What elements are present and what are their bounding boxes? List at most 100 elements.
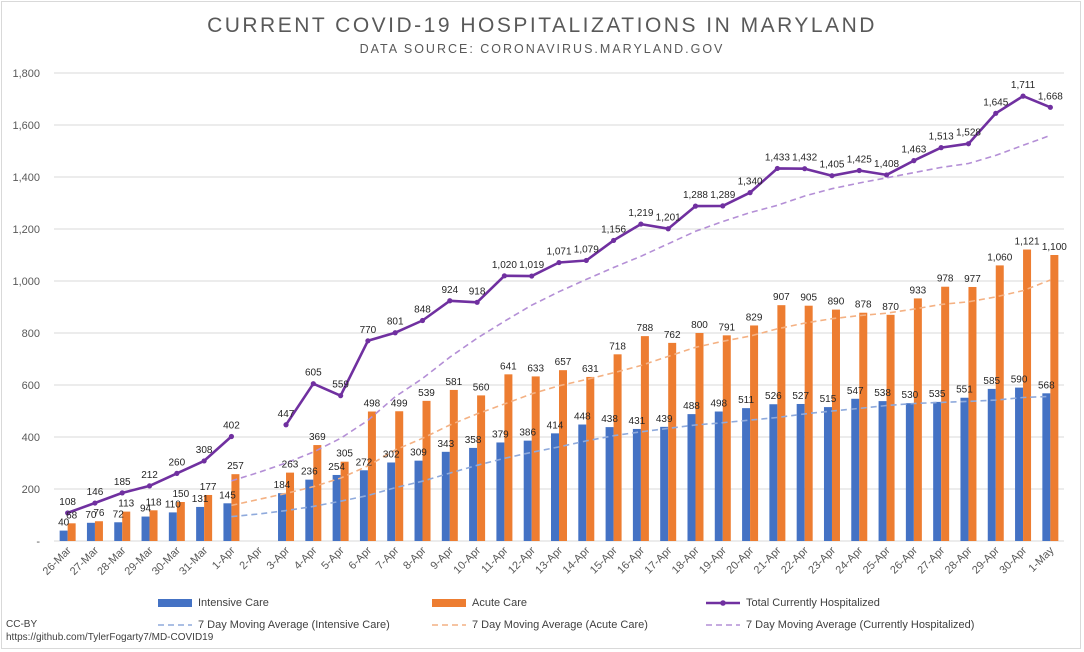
x-tick-label: 27-Apr	[915, 544, 947, 576]
y-tick-label: -	[36, 536, 40, 548]
y-tick-label: 1,800	[12, 68, 40, 80]
y-tick-label: 1,000	[12, 276, 40, 288]
x-tick-label: 23-Apr	[806, 544, 838, 576]
data-label-acute-care: 907	[773, 292, 790, 303]
legend-label: Acute Care	[472, 597, 528, 609]
bar-intensive-care	[141, 516, 150, 541]
x-tick-label: 31-Mar	[177, 544, 210, 577]
bar-acute-care	[149, 510, 158, 541]
bar-intensive-care	[1015, 387, 1024, 541]
data-label-acute-care: 878	[855, 300, 872, 311]
total-hospitalized-point	[201, 458, 207, 464]
data-label-total: 1,425	[847, 155, 872, 166]
data-label-acute-care: 905	[800, 293, 817, 304]
data-label-intensive-care: 488	[683, 401, 700, 412]
bar-acute-care	[449, 389, 458, 541]
total-hospitalized-point	[419, 317, 426, 324]
bar-acute-care	[1050, 255, 1059, 541]
data-label-acute-care: 498	[364, 399, 381, 410]
bar-acute-care	[94, 521, 103, 541]
total-hospitalized-point	[228, 433, 235, 440]
legend-swatch	[706, 624, 740, 626]
data-label-total: 185	[114, 477, 131, 488]
bar-intensive-care	[196, 506, 205, 541]
legend-swatch	[158, 599, 192, 607]
x-tick-label: 14-Apr	[561, 544, 593, 576]
total-hospitalized-point	[65, 510, 71, 516]
data-label-acute-care: 641	[500, 361, 517, 372]
total-hospitalized-point	[610, 237, 617, 244]
chart-subtitle: DATA SOURCE: CORONAVIRUS.MARYLAND.GOV	[359, 42, 725, 56]
bar-acute-care	[367, 411, 376, 541]
data-label-acute-care: 1,100	[1042, 242, 1067, 253]
legend-label: Total Currently Hospitalized	[746, 597, 880, 609]
x-tick-label: 28-Apr	[943, 544, 975, 576]
y-tick-label: 600	[22, 380, 40, 392]
x-tick-label: 27-Mar	[68, 544, 101, 577]
bar-intensive-care	[114, 522, 123, 541]
data-label-acute-care: 581	[445, 377, 462, 388]
total-hospitalized-point	[802, 166, 808, 172]
data-label-acute-care: 118	[146, 497, 162, 508]
bar-intensive-care	[823, 407, 832, 541]
total-hospitalized-point	[856, 167, 862, 174]
data-label-total: 1,288	[683, 190, 708, 201]
data-label-total: 1,433	[765, 152, 790, 163]
data-label-total: 924	[441, 285, 458, 296]
bar-acute-care	[941, 286, 950, 541]
bar-acute-care	[477, 395, 486, 541]
data-label-acute-care: 977	[964, 274, 981, 285]
data-label-acute-care: 978	[937, 274, 954, 285]
bar-acute-care	[340, 461, 349, 541]
data-label-total: 1,463	[901, 145, 926, 156]
data-label-acute-care: 257	[227, 461, 244, 472]
legend-swatch	[432, 599, 466, 607]
data-label-acute-care: 263	[282, 460, 299, 471]
data-label-intensive-care: 184	[274, 480, 291, 491]
data-label-intensive-care: 547	[847, 386, 864, 397]
total-hospitalized-point	[365, 338, 371, 344]
data-label-total: 1,340	[738, 177, 763, 188]
legend-label: 7 Day Moving Average (Acute Care)	[472, 619, 648, 631]
legend-swatch	[432, 624, 466, 626]
total-hospitalized-point	[1047, 104, 1053, 110]
avg-acute-care-line	[231, 279, 1051, 507]
x-tick-label: 2-Apr	[237, 544, 265, 572]
bar-acute-care	[531, 376, 540, 541]
data-label-total: 918	[469, 286, 486, 297]
data-label-intensive-care: 254	[328, 462, 345, 473]
data-label-intensive-care: 439	[656, 414, 673, 425]
data-label-total: 1,432	[792, 153, 817, 164]
data-label-acute-care: 369	[309, 432, 326, 443]
x-tick-label: 26-Mar	[41, 544, 74, 577]
data-label-intensive-care: 302	[383, 449, 400, 460]
data-label-total: 146	[87, 487, 104, 498]
bar-acute-care	[586, 376, 595, 541]
total-hospitalized-point	[474, 299, 480, 305]
data-label-intensive-care: 414	[547, 420, 564, 431]
bar-intensive-care	[660, 426, 669, 541]
bar-acute-care	[831, 309, 840, 541]
data-label-intensive-care: 498	[710, 399, 727, 410]
data-label-intensive-care: 535	[929, 389, 946, 400]
license-text: CC-BY	[6, 619, 38, 630]
legend-item: 7 Day Moving Average (Currently Hospital…	[706, 619, 974, 631]
bar-intensive-care	[769, 404, 778, 541]
bar-acute-care	[804, 305, 813, 541]
data-label-intensive-care: 431	[629, 416, 646, 427]
bar-acute-care	[204, 494, 213, 541]
data-label-total: 1,071	[546, 247, 571, 258]
data-label-intensive-care: 585	[983, 376, 1000, 387]
x-tick-label: 16-Apr	[615, 544, 647, 576]
x-tick-label: 30-Apr	[997, 544, 1029, 576]
data-label-acute-care: 68	[66, 510, 78, 521]
data-label-acute-care: 1,121	[1015, 237, 1040, 248]
data-label-intensive-care: 145	[219, 490, 236, 501]
bar-intensive-care	[359, 470, 368, 541]
bar-intensive-care	[523, 440, 532, 541]
data-label-acute-care: 539	[418, 388, 435, 399]
bar-intensive-care	[605, 427, 614, 541]
data-label-intensive-care: 511	[738, 395, 754, 406]
